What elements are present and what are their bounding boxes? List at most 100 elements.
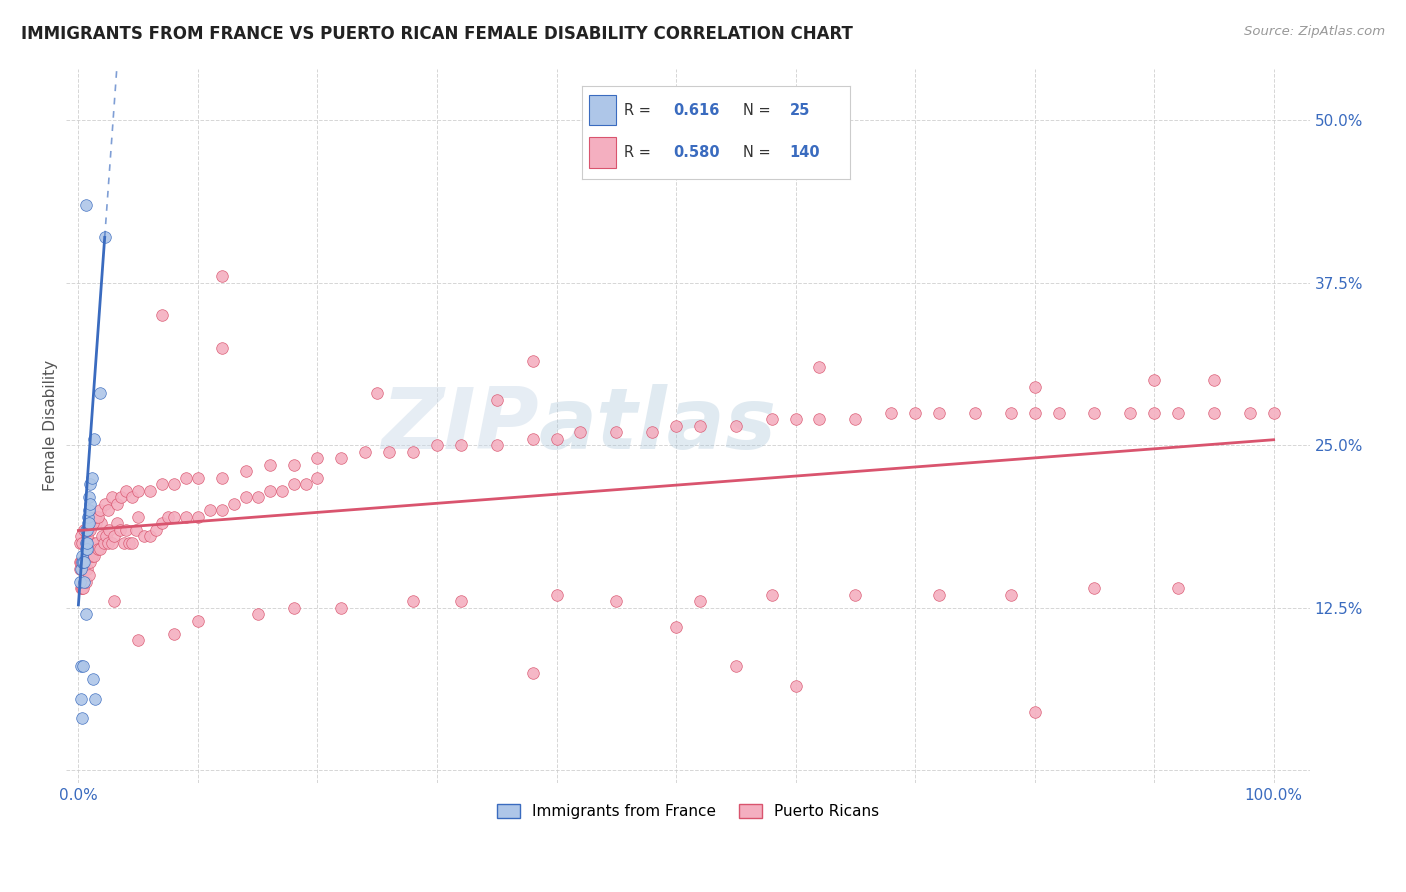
Point xyxy=(83,432,105,446)
Point xyxy=(569,425,592,440)
Point xyxy=(641,425,664,440)
Point xyxy=(127,509,149,524)
Point xyxy=(70,549,93,563)
Point xyxy=(93,497,115,511)
Point xyxy=(69,535,91,549)
Point xyxy=(1000,588,1022,602)
Point xyxy=(605,425,627,440)
Point xyxy=(77,549,100,563)
Point xyxy=(928,406,950,420)
Point xyxy=(450,438,472,452)
Point xyxy=(174,509,197,524)
Point xyxy=(761,412,783,426)
Point xyxy=(187,509,209,524)
Point xyxy=(157,509,180,524)
Point xyxy=(246,607,269,622)
Point xyxy=(163,626,186,640)
Point xyxy=(1202,373,1225,387)
Point xyxy=(103,529,125,543)
Point xyxy=(307,471,329,485)
Point xyxy=(83,549,105,563)
Point xyxy=(522,432,544,446)
Point xyxy=(75,607,97,622)
Point xyxy=(808,360,831,375)
Point xyxy=(79,535,101,549)
Point xyxy=(378,444,401,458)
Point xyxy=(222,497,245,511)
Point xyxy=(77,568,100,582)
Point xyxy=(808,412,831,426)
Point xyxy=(112,535,135,549)
Point xyxy=(426,438,449,452)
Point xyxy=(904,406,927,420)
Point xyxy=(77,523,100,537)
Point xyxy=(70,555,93,569)
Point xyxy=(211,471,233,485)
Point xyxy=(94,529,117,543)
Point xyxy=(77,516,100,531)
Point xyxy=(1119,406,1142,420)
Legend: Immigrants from France, Puerto Ricans: Immigrants from France, Puerto Ricans xyxy=(491,798,886,825)
Point xyxy=(72,659,94,673)
Point xyxy=(307,451,329,466)
Point xyxy=(330,451,353,466)
Point xyxy=(70,562,93,576)
Point xyxy=(211,503,233,517)
Point xyxy=(187,471,209,485)
Point xyxy=(235,464,257,478)
Point xyxy=(75,535,97,549)
Point xyxy=(117,535,139,549)
Point xyxy=(485,438,508,452)
Point xyxy=(73,574,96,589)
Point xyxy=(605,594,627,608)
Point xyxy=(187,614,209,628)
Point xyxy=(101,535,124,549)
Point xyxy=(246,490,269,504)
Point xyxy=(844,412,866,426)
Point xyxy=(522,354,544,368)
Point xyxy=(76,529,98,543)
Point xyxy=(75,542,97,557)
Point xyxy=(546,432,568,446)
Point xyxy=(134,529,156,543)
Point xyxy=(259,458,281,472)
Text: IMMIGRANTS FROM FRANCE VS PUERTO RICAN FEMALE DISABILITY CORRELATION CHART: IMMIGRANTS FROM FRANCE VS PUERTO RICAN F… xyxy=(21,25,853,43)
Point xyxy=(150,477,173,491)
Point xyxy=(546,588,568,602)
Point xyxy=(354,444,377,458)
Point xyxy=(1143,406,1166,420)
Point xyxy=(93,230,115,244)
Text: ZIP: ZIP xyxy=(381,384,538,467)
Point xyxy=(115,483,138,498)
Point xyxy=(77,542,100,557)
Point xyxy=(1024,705,1046,719)
Point xyxy=(90,516,112,531)
Point xyxy=(283,600,305,615)
Point xyxy=(145,523,167,537)
Point xyxy=(77,503,100,517)
Point xyxy=(259,483,281,498)
Point xyxy=(82,535,104,549)
Point xyxy=(86,535,108,549)
Point xyxy=(69,555,91,569)
Point xyxy=(73,555,96,569)
Point xyxy=(127,633,149,648)
Point xyxy=(82,516,104,531)
Point xyxy=(89,542,111,557)
Point xyxy=(522,665,544,680)
Point xyxy=(86,542,108,557)
Point xyxy=(665,620,688,634)
Point xyxy=(97,535,120,549)
Point xyxy=(91,529,114,543)
Point xyxy=(1083,581,1105,595)
Point xyxy=(139,529,162,543)
Point xyxy=(77,516,100,531)
Point xyxy=(402,444,425,458)
Point xyxy=(77,516,100,531)
Point xyxy=(89,386,111,401)
Point xyxy=(77,509,100,524)
Point xyxy=(84,509,107,524)
Point xyxy=(1047,406,1070,420)
Point xyxy=(163,477,186,491)
Point xyxy=(70,581,93,595)
